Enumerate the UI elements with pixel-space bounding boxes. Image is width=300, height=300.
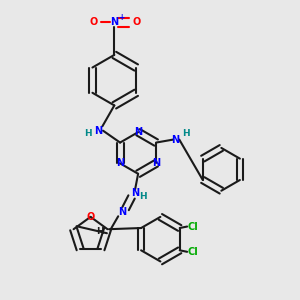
Text: N: N bbox=[152, 158, 160, 168]
Text: Cl: Cl bbox=[188, 221, 199, 232]
Text: H: H bbox=[84, 129, 92, 138]
Text: O: O bbox=[89, 17, 98, 27]
Text: Cl: Cl bbox=[188, 247, 199, 257]
Text: N: N bbox=[131, 188, 139, 198]
Text: +: + bbox=[118, 13, 125, 22]
Text: N: N bbox=[118, 207, 126, 218]
Text: H: H bbox=[139, 192, 146, 201]
Text: O: O bbox=[86, 212, 95, 222]
Text: N: N bbox=[110, 17, 118, 27]
Text: H: H bbox=[182, 129, 190, 138]
Text: O: O bbox=[133, 17, 141, 27]
Text: H: H bbox=[96, 227, 103, 236]
Text: N: N bbox=[94, 126, 102, 136]
Text: N: N bbox=[134, 127, 142, 137]
Text: N: N bbox=[171, 135, 179, 145]
Text: N: N bbox=[116, 158, 124, 168]
